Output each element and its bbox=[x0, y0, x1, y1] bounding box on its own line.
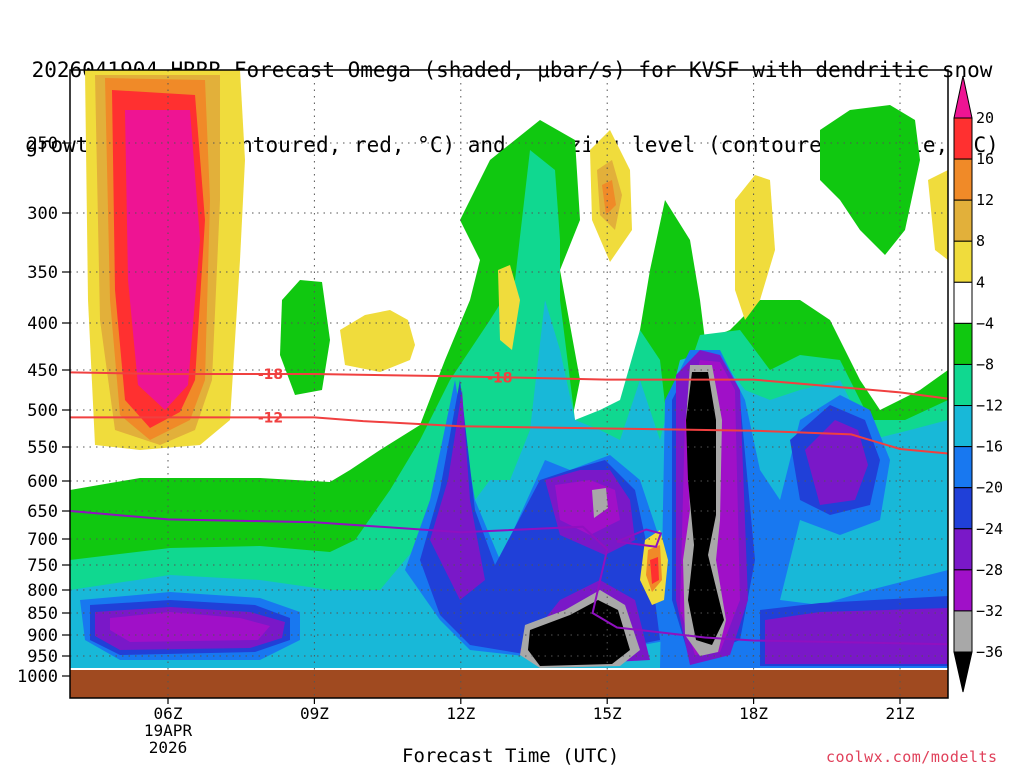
surface-band bbox=[70, 670, 948, 698]
omega-region-yellow-mid bbox=[340, 310, 415, 372]
y-tick-label-900: 900 bbox=[27, 626, 58, 646]
y-tick-label-800: 800 bbox=[27, 581, 58, 601]
credit-link[interactable]: coolwx.com/modelts bbox=[826, 748, 998, 766]
colorbar-box-11 bbox=[953, 528, 973, 571]
omega-region-pos-cell-right bbox=[928, 170, 948, 260]
y-tick-label-300: 300 bbox=[27, 204, 58, 224]
y-tick-label-700: 700 bbox=[27, 530, 58, 550]
y-tick-label-850: 850 bbox=[27, 604, 58, 624]
colorbar-label-11: −28 bbox=[976, 561, 1003, 579]
omega-region-pos20-left bbox=[125, 110, 200, 410]
omega-region-pos-cell-1830 bbox=[735, 175, 775, 320]
colorbar-label-1: 16 bbox=[976, 150, 994, 168]
omega-region-green-upper-right bbox=[820, 105, 920, 255]
y-tick-label-400: 400 bbox=[27, 314, 58, 334]
x-tick-label-06Z: 06Z bbox=[154, 704, 183, 723]
y-tick-label-550: 550 bbox=[27, 438, 58, 458]
x-tick-label-18Z: 18Z bbox=[739, 704, 768, 723]
contours: -18 -18 -12 bbox=[70, 367, 948, 646]
colorbar-box-3 bbox=[953, 199, 973, 242]
colorbar-label-3: 8 bbox=[976, 232, 985, 250]
colorbar-label-13: −36 bbox=[976, 643, 1003, 661]
colorbar-box-5 bbox=[953, 281, 973, 324]
colorbar-box-4 bbox=[953, 240, 973, 283]
freezing-level-loop bbox=[616, 528, 663, 548]
x-tick-date: 19APR bbox=[144, 721, 193, 740]
y-tick-label-450: 450 bbox=[27, 361, 58, 381]
dendritic-label--12: -12 bbox=[258, 410, 283, 426]
colorbar-label-12: −32 bbox=[976, 602, 1003, 620]
colorbar-label-6: −8 bbox=[976, 355, 994, 373]
x-tick-label-15Z: 15Z bbox=[593, 704, 622, 723]
colorbar-label-5: −4 bbox=[976, 314, 994, 332]
colorbar-box-9 bbox=[953, 446, 973, 489]
colorbar-box-7 bbox=[953, 363, 973, 407]
y-axis: 2503003504004505005506006507007508008509… bbox=[17, 134, 70, 687]
colorbar-label-4: 4 bbox=[976, 273, 985, 291]
colorbar-box-2 bbox=[953, 158, 973, 201]
dendritic-contour--12 bbox=[70, 416, 948, 455]
colorbar-label-7: −12 bbox=[976, 397, 1003, 415]
colorbar-box-13 bbox=[953, 610, 973, 653]
y-tick-label-250: 250 bbox=[27, 134, 58, 154]
omega-region-neg24-right bbox=[676, 350, 948, 665]
freezing-level-contour bbox=[70, 510, 948, 646]
omega-region-pos-cell-13z bbox=[498, 265, 520, 350]
y-tick-label-600: 600 bbox=[27, 472, 58, 492]
x-tick-label-09Z: 09Z bbox=[300, 704, 329, 723]
colorbar-box-1 bbox=[953, 117, 973, 160]
colorbar-box-12 bbox=[953, 569, 973, 612]
colorbar-box-6 bbox=[953, 322, 973, 365]
colorbar-box-8 bbox=[953, 405, 973, 448]
x-tick-year: 2026 bbox=[149, 738, 188, 757]
omega-region-pos-cell-1430-core bbox=[602, 180, 616, 215]
omega-region-neg28 bbox=[110, 360, 740, 655]
y-tick-label-500: 500 bbox=[27, 401, 58, 421]
plot-grid bbox=[70, 70, 948, 698]
y-tick-label-650: 650 bbox=[27, 502, 58, 522]
colorbar-label-2: 12 bbox=[976, 191, 994, 209]
colorbar-bottom-arrow bbox=[953, 651, 973, 693]
colorbar-box-10 bbox=[953, 487, 973, 530]
omega-region-pos-cell-16z-red bbox=[650, 557, 659, 584]
colorbar-top-arrow bbox=[953, 75, 973, 119]
omega-region-green-upper-left bbox=[280, 280, 330, 395]
colorbar: 20 16 12 8 4 −4 −8 −12 −16 −20 −24 −28 −32 −36 bbox=[953, 75, 1003, 693]
y-tick-label-350: 350 bbox=[27, 263, 58, 283]
y-tick-label-750: 750 bbox=[27, 556, 58, 576]
x-tick-label-21Z: 21Z bbox=[886, 704, 915, 723]
plot-frame bbox=[69, 69, 949, 699]
colorbar-label-10: −24 bbox=[976, 520, 1003, 538]
colorbar-label-9: −20 bbox=[976, 479, 1003, 497]
y-tick-label-1000: 1000 bbox=[17, 667, 58, 687]
dendritic-label--18: -18 bbox=[487, 370, 512, 386]
colorbar-label-8: −16 bbox=[976, 438, 1003, 456]
colorbar-label-0: 20 bbox=[976, 109, 994, 127]
y-tick-label-950: 950 bbox=[27, 647, 58, 667]
dendritic-contour--18 bbox=[70, 371, 948, 400]
x-axis-label: Forecast Time (UTC) bbox=[402, 745, 620, 767]
x-tick-label-12Z: 12Z bbox=[446, 704, 475, 723]
dendritic-label--18: -18 bbox=[258, 367, 283, 383]
